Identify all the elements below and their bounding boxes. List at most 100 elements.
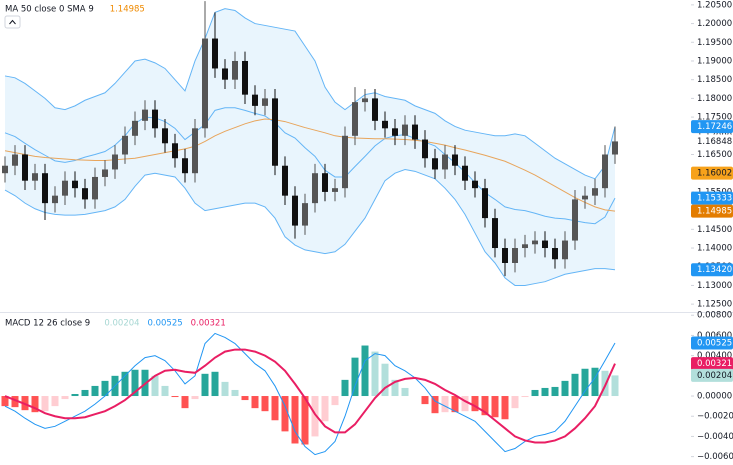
histogram-bar: [361, 345, 369, 397]
histogram-bar: [261, 396, 269, 412]
candle-body: [122, 135, 128, 155]
histogram-bar: [221, 381, 229, 397]
histogram-bar: [511, 396, 519, 409]
histogram-bar: [431, 396, 439, 414]
candle-body: [562, 240, 568, 260]
price-marker-label: 1.16848: [697, 137, 732, 147]
price-marker-label: 1.13420: [697, 265, 732, 275]
histogram-bar: [281, 396, 289, 432]
price-marker: [691, 336, 733, 350]
histogram-bar: [551, 386, 559, 397]
histogram-bar: [401, 387, 409, 397]
candle-body: [492, 218, 498, 249]
histogram-bar: [391, 379, 399, 397]
price-marker-label: 1.15333: [697, 194, 732, 204]
candle-body: [212, 38, 218, 69]
histogram-bar: [51, 396, 59, 407]
candle-body: [202, 38, 208, 129]
y-tick-label: 0.00000: [697, 392, 732, 402]
histogram-bar: [41, 396, 49, 412]
macd-pane: −0.00600−0.00400−0.002000.000000.002000.…: [1, 311, 733, 462]
histogram-bar: [541, 387, 549, 397]
candle-body: [222, 68, 228, 80]
y-tick-label: 0.00600: [697, 331, 732, 341]
candle-body: [302, 203, 308, 226]
candle-body: [322, 173, 328, 192]
candle-body: [102, 169, 108, 177]
price-marker-label: 1.17246: [697, 122, 732, 132]
histogram-bar: [531, 389, 539, 397]
histogram-bar: [331, 396, 339, 406]
candle-body: [12, 154, 18, 166]
histogram-bar: [171, 396, 179, 398]
candle-body: [292, 195, 298, 226]
candle-body: [42, 173, 48, 204]
histogram-bar: [501, 396, 509, 420]
y-tick-label: 1.19000: [697, 56, 732, 66]
histogram-bar: [441, 396, 449, 413]
histogram-bar: [521, 396, 529, 398]
indicator-line: [4, 107, 616, 225]
histogram-bar: [151, 375, 159, 397]
y-tick-label: 1.20000: [697, 19, 732, 29]
histogram-bar: [131, 369, 139, 397]
price-marker: [691, 263, 733, 277]
histogram-bar: [191, 396, 199, 400]
price-marker: [691, 368, 733, 382]
candle-body: [172, 143, 178, 159]
price-marker-label: 1.14985: [697, 207, 732, 217]
price-marker-label: 1.16002: [697, 169, 732, 179]
candle-body: [442, 154, 448, 170]
candle-body: [232, 60, 238, 80]
histogram-bar: [321, 396, 329, 422]
histogram-bar: [231, 389, 239, 397]
histogram-bar: [561, 380, 569, 397]
candle-body: [472, 180, 478, 189]
price-marker: [691, 120, 733, 134]
y-tick-label: 1.12500: [697, 300, 732, 310]
histogram-bar: [211, 371, 219, 397]
button-frame[interactable]: [4, 15, 21, 29]
candle-body: [432, 158, 438, 170]
candle-body: [332, 188, 338, 192]
candle-body: [72, 180, 78, 189]
candle-body: [112, 154, 118, 170]
candle-body: [552, 248, 558, 260]
candle-body: [152, 109, 158, 129]
band-fill: [5, 8, 615, 286]
candle-body: [542, 240, 548, 249]
candle-body: [282, 165, 288, 196]
candle-body: [132, 120, 138, 136]
y-tick-label: 1.18500: [697, 75, 732, 85]
legend-value: 0.00525: [148, 319, 183, 329]
candle-body: [402, 124, 408, 136]
histogram-bar: [1, 396, 9, 407]
candle-body: [372, 98, 378, 121]
candle-body: [582, 195, 588, 200]
candle-body: [32, 173, 38, 181]
candle-body: [52, 195, 58, 204]
histogram-bar: [351, 357, 359, 397]
chevron-icon[interactable]: [9, 19, 16, 25]
histogram-bar: [201, 373, 209, 397]
candle-body: [362, 98, 368, 103]
histogram-bar: [371, 351, 379, 397]
histogram-bar: [31, 396, 39, 413]
candle-body: [242, 60, 248, 95]
histogram-bar: [461, 396, 469, 412]
y-tick-label: 1.17500: [697, 113, 732, 123]
collapse-button[interactable]: [4, 15, 21, 29]
histogram-bar: [181, 396, 189, 409]
histogram-bar: [101, 380, 109, 397]
y-tick-label: 0.00400: [697, 351, 732, 361]
candle-body: [2, 165, 8, 174]
candle-body: [572, 199, 578, 241]
y-tick-label: −0.00400: [697, 432, 733, 442]
candle-body: [342, 135, 348, 189]
candle-body: [192, 128, 198, 174]
candle-body: [252, 94, 258, 106]
candlestick-pane: 1.125001.130001.135001.140001.145001.150…: [2, 0, 733, 310]
price-marker-label: 0.00204: [697, 371, 732, 381]
